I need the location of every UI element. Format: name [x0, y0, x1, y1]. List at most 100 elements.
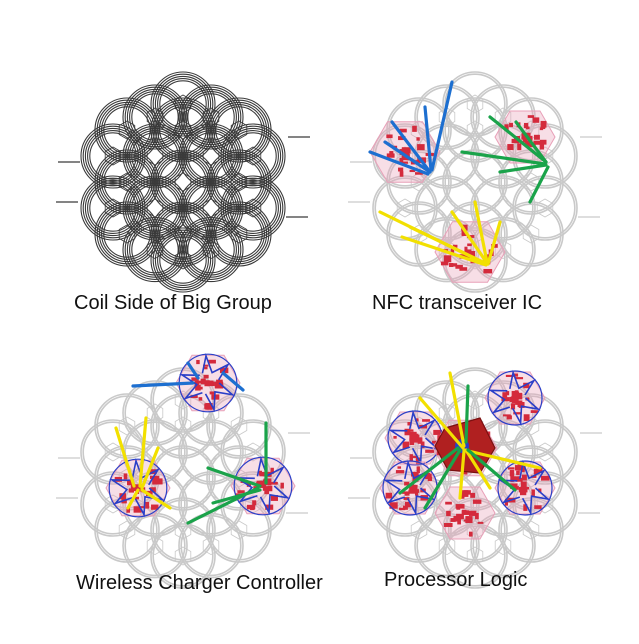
pcb-component — [270, 467, 274, 474]
wireless-blue-arrow — [186, 361, 200, 380]
coil-ring — [87, 182, 139, 234]
nfc-blue-arrow-group — [368, 80, 454, 176]
nfc-yellow-arrow — [473, 200, 489, 264]
coil-pad — [146, 198, 164, 218]
coil-ring — [152, 151, 214, 213]
pcb-component — [395, 470, 405, 474]
pcb-module — [384, 409, 446, 466]
pcb-component — [415, 172, 423, 175]
pcb-component — [404, 481, 410, 486]
coil-pad — [466, 546, 484, 566]
pcb-component — [264, 490, 270, 495]
coil-pad — [118, 172, 136, 192]
pcb-component — [507, 144, 514, 151]
pcb-component — [515, 400, 523, 405]
pcb-component — [530, 410, 538, 413]
pcb-trace — [179, 374, 203, 400]
coil-ring — [442, 149, 508, 215]
coil-pad — [174, 120, 192, 140]
pcb-component — [416, 466, 420, 474]
pcb-component — [529, 135, 533, 141]
nfc-blue-arrow — [383, 140, 432, 174]
nfc-blue-arrow — [423, 105, 433, 172]
pcb-component — [450, 518, 456, 522]
pcb-component — [459, 267, 468, 271]
pcb-component — [460, 495, 465, 499]
coil-ring — [154, 205, 212, 263]
coil-ring — [227, 130, 279, 182]
pcb-module — [484, 369, 546, 426]
coil-pad — [230, 172, 248, 192]
pcb-module — [494, 110, 556, 164]
pcb-component — [463, 519, 469, 522]
coil-ring — [124, 177, 186, 239]
pcb-component — [404, 501, 411, 508]
pcb-component — [412, 455, 418, 459]
coil-ring — [180, 125, 242, 187]
pcb-component — [472, 499, 482, 504]
panel-processor-logic — [330, 338, 630, 638]
coil-ring — [150, 97, 216, 163]
pcb-component — [532, 117, 540, 123]
nfc-green-arrow — [528, 165, 550, 204]
coil-ring — [103, 210, 151, 258]
pcb-component — [531, 489, 535, 496]
coil-pad — [522, 224, 540, 244]
coil-ring — [208, 151, 270, 213]
coil-ring — [178, 512, 244, 579]
pcb-component — [403, 497, 410, 500]
coil-ring — [87, 130, 139, 182]
pcb-component — [252, 500, 257, 506]
wireless-yellow-arrow — [140, 488, 172, 510]
pcb-component — [451, 263, 458, 267]
processor-yellow-arrow — [462, 448, 542, 470]
wireless-yellow-arrow — [138, 416, 148, 488]
coil-ring — [227, 182, 279, 234]
coil-ring — [178, 471, 244, 537]
pcb-component — [542, 125, 546, 130]
coil-pad — [494, 536, 512, 556]
pcb-component — [510, 475, 514, 482]
coil-ring — [98, 205, 156, 263]
coil-pad — [244, 442, 262, 462]
pcb-component — [443, 255, 452, 263]
pcb-component — [246, 481, 251, 487]
pcb-component — [504, 124, 509, 131]
pcb-component — [404, 151, 410, 157]
pcb-component — [540, 120, 547, 128]
coil-ring — [442, 71, 508, 137]
processor-yellow-arrow — [458, 449, 466, 500]
coil-ring — [96, 203, 158, 265]
coil-ring — [131, 225, 179, 274]
pcb-component — [205, 403, 213, 410]
pcb-component — [399, 507, 406, 511]
pcb-component — [463, 490, 471, 495]
wireless-blue-arrow — [221, 371, 245, 392]
pcb-component — [195, 384, 201, 391]
coil-ring — [124, 515, 186, 577]
coil-ring — [96, 99, 158, 161]
pcb-component — [280, 482, 284, 489]
pcb-component — [417, 437, 423, 444]
nfc-diagram — [348, 71, 602, 293]
coil-pad — [118, 224, 136, 244]
pcb-component — [145, 501, 150, 509]
panel-wireless-charger — [38, 338, 338, 638]
coil-ring — [82, 125, 144, 187]
processor-green-arrow — [464, 384, 470, 444]
pcb-component — [509, 122, 513, 128]
pcb-component — [514, 465, 522, 471]
coil-ring — [222, 125, 284, 187]
pcb-trace — [382, 479, 406, 504]
pcb-component — [402, 161, 408, 164]
pcb-component — [475, 512, 479, 520]
pcb-component — [503, 414, 511, 417]
pcb-component — [397, 466, 402, 469]
coil-ring — [126, 221, 184, 278]
processor-yellow-arrow — [418, 396, 465, 450]
pcb-trace — [259, 485, 291, 516]
coil-ring — [122, 123, 188, 189]
coil-pad — [146, 146, 164, 166]
pcb-component — [426, 473, 432, 478]
wireless-green-arrow — [211, 488, 262, 505]
